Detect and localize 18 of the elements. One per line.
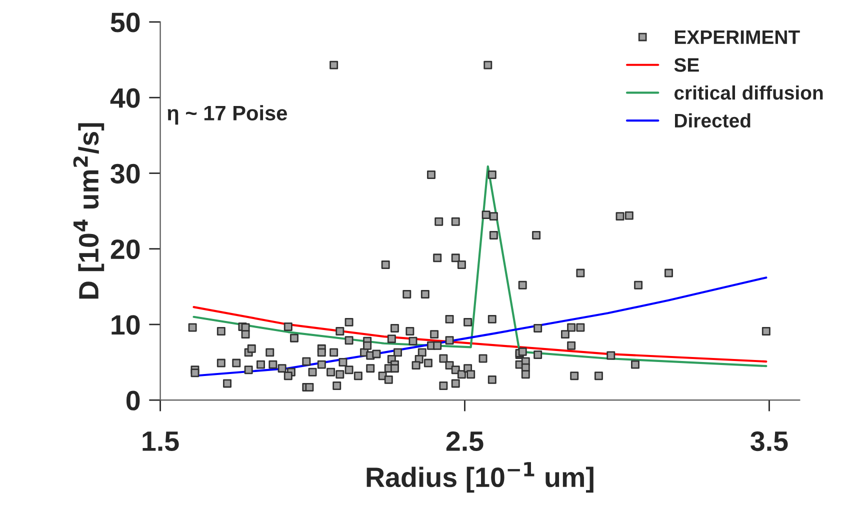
legend-label: Directed	[674, 113, 750, 128]
x-axis-title: Radius [10$^{−1}$ um]	[366, 462, 594, 493]
x-tick-label: 2.5	[446, 431, 484, 452]
annotation: η ~ 17 Poise	[168, 105, 287, 125]
line-series	[192, 165, 768, 368]
y-tick-label: 0	[126, 390, 140, 410]
x-tick-label: 1.5	[142, 432, 179, 452]
legend-label: SE	[674, 58, 699, 72]
x-tick-label: 3.5	[750, 431, 788, 452]
line-series	[192, 306, 768, 363]
y-tick-label: 40	[110, 88, 140, 108]
legend-label: EXPERIMENT	[674, 30, 800, 44]
y-tick-label: 30	[110, 164, 140, 184]
y-axis-title: D [10$^{4}$ um$^{2}$/s]	[73, 123, 104, 299]
legend-label: critical diffusion	[674, 85, 823, 100]
y-tick-label: 50	[110, 12, 140, 32]
y-tick-label: 10	[112, 315, 140, 335]
y-tick-label: 20	[110, 240, 140, 260]
